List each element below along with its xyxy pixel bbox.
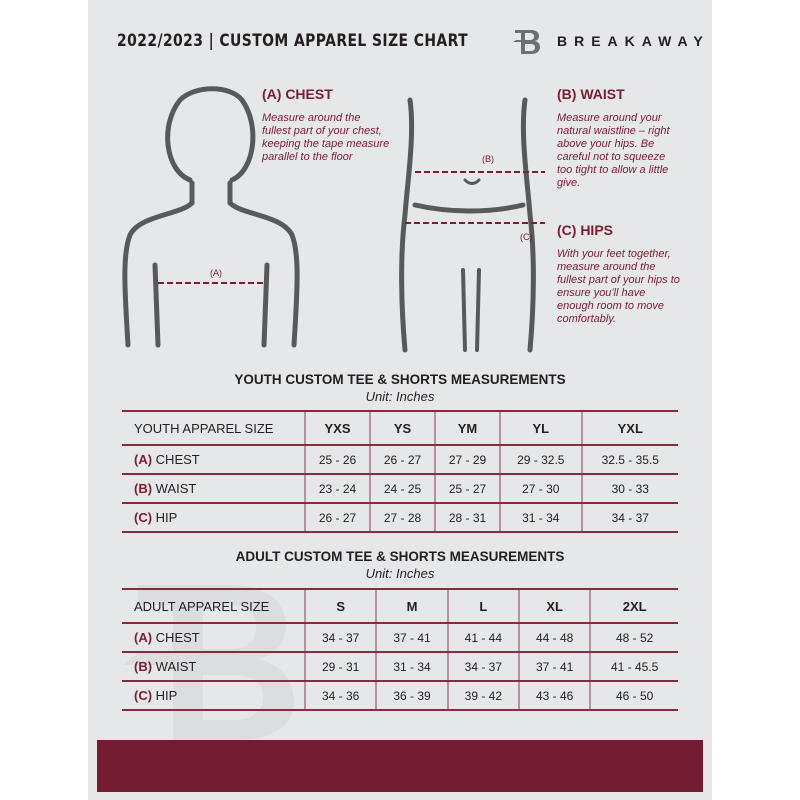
table-header-row: YOUTH APPAREL SIZE YXS YS YM YL YXL xyxy=(122,410,678,446)
row-label: (B) WAIST xyxy=(122,651,305,682)
waist-marker: (B) xyxy=(482,154,494,164)
table-cell: 37 - 41 xyxy=(375,622,448,653)
table-cell: 31 - 34 xyxy=(499,502,582,533)
table-cell: 28 - 31 xyxy=(434,502,500,533)
youth-title: YOUTH CUSTOM TEE & SHORTS MEASUREMENTS xyxy=(234,372,566,387)
column-header: YS xyxy=(369,410,435,446)
row-name: WAIST xyxy=(155,481,197,496)
table-cell: 41 - 44 xyxy=(446,622,519,653)
table-row: (C) HIP 26 - 27 27 - 28 28 - 31 31 - 34 34 - … xyxy=(122,502,678,533)
table-row: (A) CHEST 25 - 26 26 - 27 27 - 29 29 - 32.5 3… xyxy=(122,444,678,475)
table-cell: 32.5 - 35.5 xyxy=(580,444,678,475)
adult-size-table: ADULT APPAREL SIZE S M L XL 2XL (A) CHEST 34 -… xyxy=(122,588,678,711)
table-cell: 34 - 36 xyxy=(303,680,377,711)
page-title: 2022/2023 | CUSTOM APPAREL SIZE CHART xyxy=(117,31,469,51)
table-cell: 26 - 27 xyxy=(304,502,370,533)
column-header: YXS xyxy=(304,410,370,446)
row-letter: (C) xyxy=(134,510,153,525)
row-label: (A) CHEST xyxy=(122,622,305,653)
table-cell: 41 - 45.5 xyxy=(589,651,678,682)
table-cell: 39 - 42 xyxy=(446,680,519,711)
table-cell: 31 - 34 xyxy=(375,651,448,682)
column-header: XL xyxy=(517,588,591,624)
table-cell: 25 - 26 xyxy=(304,444,370,475)
column-header: YL xyxy=(499,410,582,446)
row-name: WAIST xyxy=(155,659,197,674)
youth-unit: Unit: Inches xyxy=(365,389,435,404)
table-cell: 29 - 31 xyxy=(303,651,377,682)
breakaway-logo-icon xyxy=(513,30,540,54)
footer-band xyxy=(97,740,703,792)
chest-marker: (A) xyxy=(210,268,222,278)
row-letter: (C) xyxy=(134,688,153,703)
hips-marker: (C) xyxy=(520,232,533,242)
row-name: CHEST xyxy=(155,630,200,645)
chest-instructions: Measure around the fullest part of your … xyxy=(262,112,390,163)
column-header: 2XL xyxy=(589,588,678,624)
row-name: CHEST xyxy=(155,452,200,467)
table-cell: 27 - 29 xyxy=(434,444,500,475)
row-letter: (A) xyxy=(134,452,153,467)
chest-figure-illustration xyxy=(122,86,300,348)
torso-figure-illustration xyxy=(399,97,545,353)
hips-instructions: With your feet together, measure around … xyxy=(557,248,680,325)
table-row: (B) WAIST 29 - 31 31 - 34 34 - 37 37 - 41 41 … xyxy=(122,651,678,682)
row-letter: (B) xyxy=(134,659,153,674)
table-cell: 30 - 33 xyxy=(580,473,678,504)
column-header: M xyxy=(375,588,448,624)
row-label: (C) HIP xyxy=(122,680,305,711)
adult-unit: Unit: Inches xyxy=(365,566,435,581)
table-cell: 34 - 37 xyxy=(303,622,377,653)
column-header: YOUTH APPAREL SIZE xyxy=(122,410,305,446)
column-header: YM xyxy=(434,410,500,446)
table-cell: 46 - 50 xyxy=(589,680,678,711)
waist-instructions: Measure around your natural waistline – … xyxy=(557,112,670,189)
youth-size-table: YOUTH APPAREL SIZE YXS YS YM YL YXL (A) CHEST… xyxy=(122,410,678,533)
row-letter: (B) xyxy=(134,481,153,496)
table-cell: 29 - 32.5 xyxy=(499,444,582,475)
column-header: ADULT APPAREL SIZE xyxy=(122,588,305,624)
row-label: (C) HIP xyxy=(122,502,305,533)
table-cell: 24 - 25 xyxy=(369,473,435,504)
brand-name: BREAKAWAY xyxy=(557,33,710,49)
table-cell: 34 - 37 xyxy=(580,502,678,533)
column-header: YXL xyxy=(580,410,678,446)
table-cell: 26 - 27 xyxy=(369,444,435,475)
table-cell: 44 - 48 xyxy=(517,622,591,653)
chest-heading: (A) CHEST xyxy=(262,86,333,102)
table-cell: 23 - 24 xyxy=(304,473,370,504)
row-label: (A) CHEST xyxy=(122,444,305,475)
table-cell: 43 - 46 xyxy=(517,680,591,711)
column-header: S xyxy=(303,588,377,624)
table-row: (C) HIP 34 - 36 36 - 39 39 - 42 43 - 46 46 - … xyxy=(122,680,678,711)
table-cell: 34 - 37 xyxy=(446,651,519,682)
table-cell: 37 - 41 xyxy=(517,651,591,682)
row-name: HIP xyxy=(155,510,178,525)
adult-section-heading: ADULT CUSTOM TEE & SHORTS MEASUREMENTS U… xyxy=(0,549,800,581)
youth-section-heading: YOUTH CUSTOM TEE & SHORTS MEASUREMENTS U… xyxy=(0,372,800,404)
column-header: L xyxy=(446,588,519,624)
table-header-row: ADULT APPAREL SIZE S M L XL 2XL xyxy=(122,588,678,624)
table-cell: 36 - 39 xyxy=(375,680,448,711)
row-letter: (A) xyxy=(134,630,153,645)
table-row: (A) CHEST 34 - 37 37 - 41 41 - 44 44 - 48 48 … xyxy=(122,622,678,653)
adult-title: ADULT CUSTOM TEE & SHORTS MEASUREMENTS xyxy=(235,549,565,564)
table-cell: 48 - 52 xyxy=(589,622,678,653)
table-row: (B) WAIST 23 - 24 24 - 25 25 - 27 27 - 30 30 … xyxy=(122,473,678,504)
row-label: (B) WAIST xyxy=(122,473,305,504)
table-cell: 27 - 30 xyxy=(499,473,582,504)
hips-heading: (C) HIPS xyxy=(557,222,613,238)
row-name: HIP xyxy=(155,688,178,703)
waist-heading: (B) WAIST xyxy=(557,86,625,102)
table-cell: 27 - 28 xyxy=(369,502,435,533)
table-cell: 25 - 27 xyxy=(434,473,500,504)
